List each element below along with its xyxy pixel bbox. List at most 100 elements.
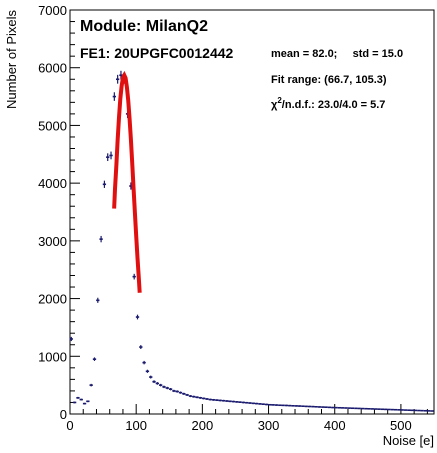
data-point bbox=[132, 273, 136, 280]
data-point bbox=[142, 360, 146, 365]
data-point bbox=[258, 403, 262, 405]
data-point bbox=[221, 399, 226, 402]
x-tick-label: 500 bbox=[390, 418, 412, 433]
data-point bbox=[241, 401, 246, 404]
data-point bbox=[165, 386, 169, 390]
data-point bbox=[145, 369, 150, 373]
data-point bbox=[427, 410, 431, 412]
data-point bbox=[96, 297, 100, 303]
fit-curve bbox=[112, 70, 142, 293]
data-point bbox=[311, 405, 315, 408]
data-point bbox=[354, 407, 358, 410]
data-point bbox=[281, 404, 285, 407]
data-point bbox=[420, 409, 424, 412]
data-point bbox=[192, 395, 196, 398]
data-point bbox=[278, 404, 282, 407]
data-point bbox=[251, 402, 255, 405]
stat-chi2-prefix: χ bbox=[271, 99, 278, 111]
data-point bbox=[288, 404, 292, 407]
data-point bbox=[106, 153, 110, 162]
data-point bbox=[314, 405, 318, 408]
data-point bbox=[115, 74, 120, 84]
stat-chi2-rest: /n.d.f.: 23.0/4.0 = 5.7 bbox=[282, 99, 386, 111]
data-point bbox=[228, 400, 232, 403]
plot-frame bbox=[69, 9, 435, 415]
data-point bbox=[344, 407, 348, 409]
data-point bbox=[347, 407, 351, 409]
data-point bbox=[364, 407, 368, 410]
data-point bbox=[417, 409, 421, 412]
data-point bbox=[254, 402, 259, 405]
data-point bbox=[155, 382, 160, 385]
data-point bbox=[430, 410, 434, 412]
y-axis-title: Number of Pixels bbox=[4, 10, 19, 109]
data-point bbox=[198, 396, 203, 399]
data-point bbox=[79, 398, 83, 401]
data-point bbox=[268, 403, 272, 406]
data-point bbox=[188, 395, 193, 398]
data-point bbox=[211, 398, 216, 401]
data-points bbox=[69, 70, 434, 412]
data-point bbox=[407, 409, 411, 411]
y-tick-label: 1000 bbox=[38, 349, 67, 364]
data-point bbox=[301, 405, 305, 408]
stat-mean-std: mean = 82.0; std = 15.0 bbox=[271, 48, 403, 60]
data-point bbox=[317, 406, 322, 408]
y-tick-label: 6000 bbox=[38, 61, 67, 76]
data-point bbox=[334, 406, 338, 409]
x-tick-label: 0 bbox=[66, 418, 73, 433]
x-tick-label: 200 bbox=[192, 418, 214, 433]
data-point bbox=[135, 314, 140, 320]
data-point bbox=[380, 408, 385, 411]
data-point bbox=[185, 393, 189, 397]
data-point bbox=[248, 402, 252, 404]
data-point bbox=[341, 407, 345, 409]
data-point bbox=[218, 399, 222, 402]
data-point bbox=[261, 403, 265, 405]
x-tick-label: 400 bbox=[324, 418, 346, 433]
data-point bbox=[235, 401, 239, 403]
data-point bbox=[245, 401, 249, 404]
data-point bbox=[321, 406, 325, 408]
data-point bbox=[175, 390, 179, 393]
stat-chi2: χ2/n.d.f.: 23.0/4.0 = 5.7 bbox=[271, 96, 385, 111]
data-point bbox=[304, 405, 308, 408]
data-point bbox=[202, 397, 206, 400]
data-point bbox=[274, 404, 279, 406]
x-axis-title: Noise [e] bbox=[383, 433, 434, 448]
data-point bbox=[69, 336, 73, 342]
data-point bbox=[410, 409, 414, 412]
data-point bbox=[76, 396, 80, 399]
data-point bbox=[291, 405, 295, 407]
data-point bbox=[357, 407, 361, 410]
data-point bbox=[387, 408, 391, 411]
data-point bbox=[159, 383, 163, 387]
y-tick-label: 5000 bbox=[38, 118, 67, 133]
chart-subtitle: FE1: 20UPGFC0012442 bbox=[80, 45, 234, 61]
data-point bbox=[294, 405, 298, 407]
data-point bbox=[331, 406, 335, 409]
data-point bbox=[152, 380, 156, 384]
data-point bbox=[390, 408, 394, 411]
y-tick-label: 0 bbox=[60, 407, 67, 422]
data-point bbox=[360, 407, 365, 410]
data-point bbox=[384, 408, 388, 411]
x-axis: 0 100 200 300 400 500 bbox=[66, 404, 428, 433]
data-point bbox=[92, 357, 97, 361]
data-point bbox=[168, 387, 173, 391]
data-point bbox=[367, 408, 371, 410]
y-tick-label: 2000 bbox=[38, 292, 67, 307]
y-tick-label: 7000 bbox=[38, 3, 67, 18]
data-point bbox=[393, 408, 398, 411]
data-point bbox=[297, 405, 302, 407]
data-point bbox=[208, 398, 212, 401]
data-point bbox=[400, 409, 404, 411]
data-point bbox=[99, 235, 103, 243]
data-point bbox=[350, 407, 355, 410]
data-point bbox=[327, 406, 332, 409]
chart-title: Module: MilanQ2 bbox=[80, 18, 208, 35]
data-point bbox=[215, 399, 219, 402]
data-point bbox=[195, 396, 199, 399]
data-point bbox=[231, 400, 236, 403]
data-point bbox=[89, 383, 93, 387]
